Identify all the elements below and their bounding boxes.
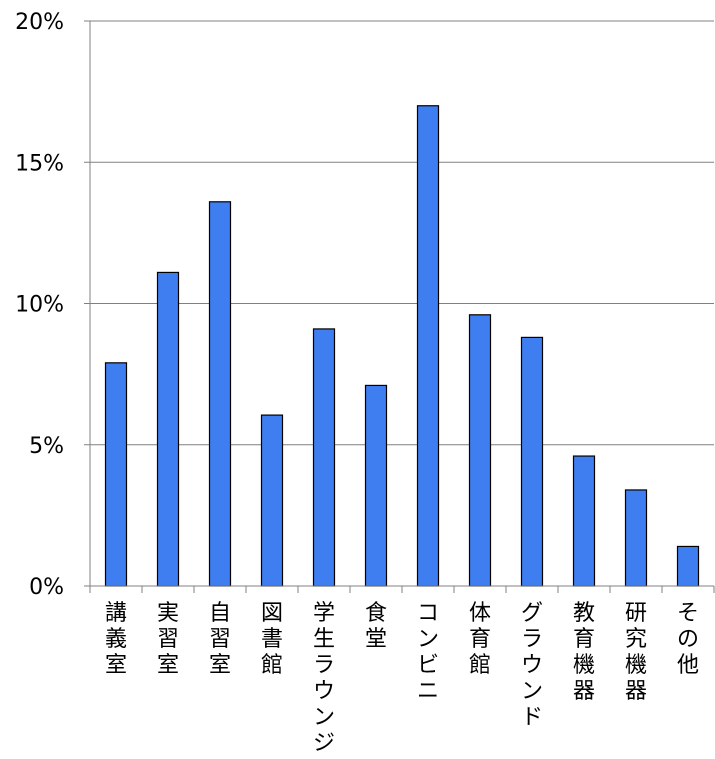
x-tick-label: 図書館 xyxy=(261,601,283,678)
x-tick-label: 体育館 xyxy=(469,601,491,678)
axes xyxy=(89,21,715,593)
bar xyxy=(416,105,440,587)
bar xyxy=(676,545,700,587)
bar xyxy=(572,455,596,587)
bars xyxy=(104,105,700,587)
x-tick-labels: 講義室 実習室 自習室 図書館 学生ラウンジ 食堂 コンビニ 体育館 グラウンド 教育機器 研究機器… xyxy=(105,601,699,756)
bar xyxy=(364,384,388,587)
x-tick-label: 自習室 xyxy=(209,601,231,678)
bar xyxy=(156,271,180,587)
bar xyxy=(312,328,336,587)
x-tick-label: 教育機器 xyxy=(573,601,595,704)
bar xyxy=(468,314,492,587)
bar xyxy=(624,489,648,587)
y-tick-label: 10% xyxy=(15,293,64,318)
x-tick-label: 講義室 xyxy=(105,601,127,678)
y-tick-label: 15% xyxy=(15,151,64,176)
x-tick-label: 実習室 xyxy=(157,601,179,678)
x-tick-label: 学生ラウンジ xyxy=(313,601,335,756)
bar xyxy=(520,336,544,587)
x-tick-label: その他 xyxy=(677,601,699,678)
y-tick-label: 5% xyxy=(29,434,64,459)
y-tick-label: 0% xyxy=(29,575,64,600)
bar xyxy=(104,362,128,587)
bar xyxy=(208,201,232,587)
y-tick-label: 20% xyxy=(15,10,64,35)
x-tick-label: グラウンド xyxy=(521,601,543,730)
x-tick-label: 研究機器 xyxy=(625,601,647,704)
x-tick-label: 食堂 xyxy=(365,601,387,652)
x-tick-label: コンビニ xyxy=(417,601,439,704)
bar xyxy=(260,414,284,587)
y-tick-labels: 0% 5% 10% 15% 20% xyxy=(15,10,64,600)
